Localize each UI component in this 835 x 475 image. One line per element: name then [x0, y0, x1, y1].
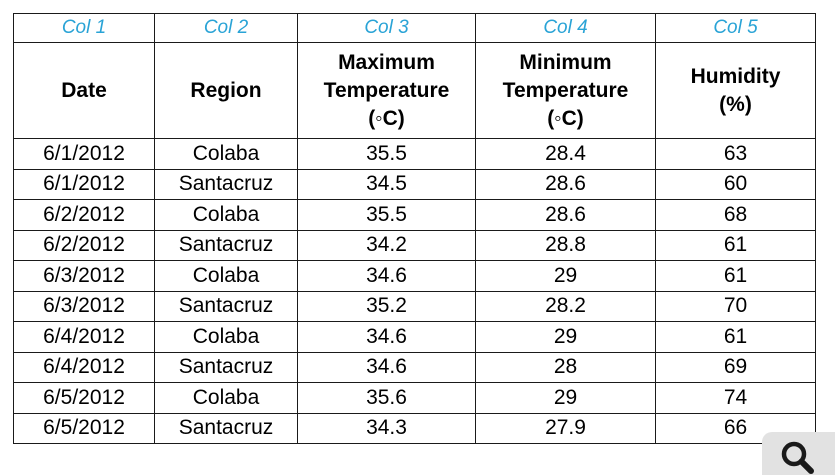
cell-humidity: 63	[655, 138, 816, 170]
cell-min-temp: 28.4	[475, 138, 656, 170]
cell-min-temp: 28.8	[475, 229, 656, 261]
cell-max-temp: 35.6	[297, 382, 476, 414]
table-row: 6/2/2012 Colaba 35.5 28.6 68	[13, 199, 816, 231]
table-row: 6/3/2012 Santacruz 35.2 28.2 70	[13, 290, 816, 322]
cell-humidity: 61	[655, 260, 816, 292]
cell-min-temp: 28	[475, 351, 656, 383]
column-name: Col 4	[475, 13, 656, 43]
cell-region: Colaba	[154, 382, 298, 414]
header-line: (◦C)	[368, 106, 405, 130]
cell-date: 6/2/2012	[13, 199, 155, 231]
cell-min-temp: 28.2	[475, 290, 656, 322]
header-line: Region	[190, 78, 262, 102]
cell-region: Santacruz	[154, 229, 298, 261]
header-max-temp: Maximum Temperature (◦C)	[297, 42, 476, 139]
header-line: Temperature	[323, 78, 450, 102]
cell-max-temp: 35.5	[297, 138, 476, 170]
zoom-button[interactable]	[762, 432, 835, 475]
cell-humidity: 70	[655, 290, 816, 322]
cell-max-temp: 34.2	[297, 229, 476, 261]
cell-min-temp: 29	[475, 382, 656, 414]
cell-date: 6/4/2012	[13, 321, 155, 353]
cell-date: 6/5/2012	[13, 382, 155, 414]
header-region: Region	[154, 42, 298, 139]
cell-max-temp: 35.5	[297, 199, 476, 231]
cell-max-temp: 34.6	[297, 351, 476, 383]
cell-region: Colaba	[154, 138, 298, 170]
cell-min-temp: 28.6	[475, 199, 656, 231]
header-line: Maximum	[338, 50, 435, 74]
header-humidity: Humidity (%)	[655, 42, 816, 139]
column-name: Col 5	[655, 13, 816, 43]
header-row: Date Region Maximum Temperature (◦C) Min…	[13, 42, 816, 139]
cell-region: Colaba	[154, 199, 298, 231]
cell-max-temp: 35.2	[297, 290, 476, 322]
cell-date: 6/4/2012	[13, 351, 155, 383]
cell-date: 6/2/2012	[13, 229, 155, 261]
header-line: Humidity	[690, 64, 781, 88]
cell-max-temp: 34.6	[297, 321, 476, 353]
table-row: 6/4/2012 Colaba 34.6 29 61	[13, 321, 816, 353]
header-line: Minimum	[519, 50, 612, 74]
cell-humidity: 69	[655, 351, 816, 383]
cell-max-temp: 34.3	[297, 412, 476, 444]
table-row: 6/4/2012 Santacruz 34.6 28 69	[13, 351, 816, 383]
weather-table: Col 1 Col 2 Col 3 Col 4 Col 5 Date Regio…	[13, 13, 816, 444]
header-min-temp: Minimum Temperature (◦C)	[475, 42, 656, 139]
cell-min-temp: 28.6	[475, 168, 656, 200]
cell-region: Santacruz	[154, 412, 298, 444]
cell-humidity: 61	[655, 229, 816, 261]
table-row: 6/5/2012 Colaba 35.6 29 74	[13, 382, 816, 414]
cell-date: 6/3/2012	[13, 290, 155, 322]
magnifier-icon	[781, 441, 814, 474]
cell-max-temp: 34.6	[297, 260, 476, 292]
column-name: Col 2	[154, 13, 298, 43]
table-body: 6/1/2012 Colaba 35.5 28.4 63 6/1/2012 Santacru…	[13, 138, 816, 444]
cell-humidity: 61	[655, 321, 816, 353]
column-name: Col 1	[13, 13, 155, 43]
cell-date: 6/3/2012	[13, 260, 155, 292]
table-row: 6/1/2012 Colaba 35.5 28.4 63	[13, 138, 816, 170]
cell-humidity: 68	[655, 199, 816, 231]
header-line: (◦C)	[547, 106, 584, 130]
cell-min-temp: 27.9	[475, 412, 656, 444]
header-date: Date	[13, 42, 155, 139]
cell-region: Santacruz	[154, 351, 298, 383]
cell-region: Santacruz	[154, 168, 298, 200]
column-name: Col 3	[297, 13, 476, 43]
header-line: Temperature	[502, 78, 629, 102]
column-name-row: Col 1 Col 2 Col 3 Col 4 Col 5	[13, 13, 816, 43]
header-line: Date	[61, 78, 107, 102]
table-row: 6/3/2012 Colaba 34.6 29 61	[13, 260, 816, 292]
table-row: 6/5/2012 Santacruz 34.3 27.9 66	[13, 412, 816, 444]
header-line: (%)	[719, 92, 752, 116]
cell-humidity: 74	[655, 382, 816, 414]
cell-min-temp: 29	[475, 260, 656, 292]
cell-region: Colaba	[154, 260, 298, 292]
cell-date: 6/5/2012	[13, 412, 155, 444]
cell-date: 6/1/2012	[13, 138, 155, 170]
cell-region: Colaba	[154, 321, 298, 353]
cell-max-temp: 34.5	[297, 168, 476, 200]
cell-humidity: 60	[655, 168, 816, 200]
table-row: 6/1/2012 Santacruz 34.5 28.6 60	[13, 168, 816, 200]
cell-region: Santacruz	[154, 290, 298, 322]
cell-min-temp: 29	[475, 321, 656, 353]
table-row: 6/2/2012 Santacruz 34.2 28.8 61	[13, 229, 816, 261]
cell-date: 6/1/2012	[13, 168, 155, 200]
